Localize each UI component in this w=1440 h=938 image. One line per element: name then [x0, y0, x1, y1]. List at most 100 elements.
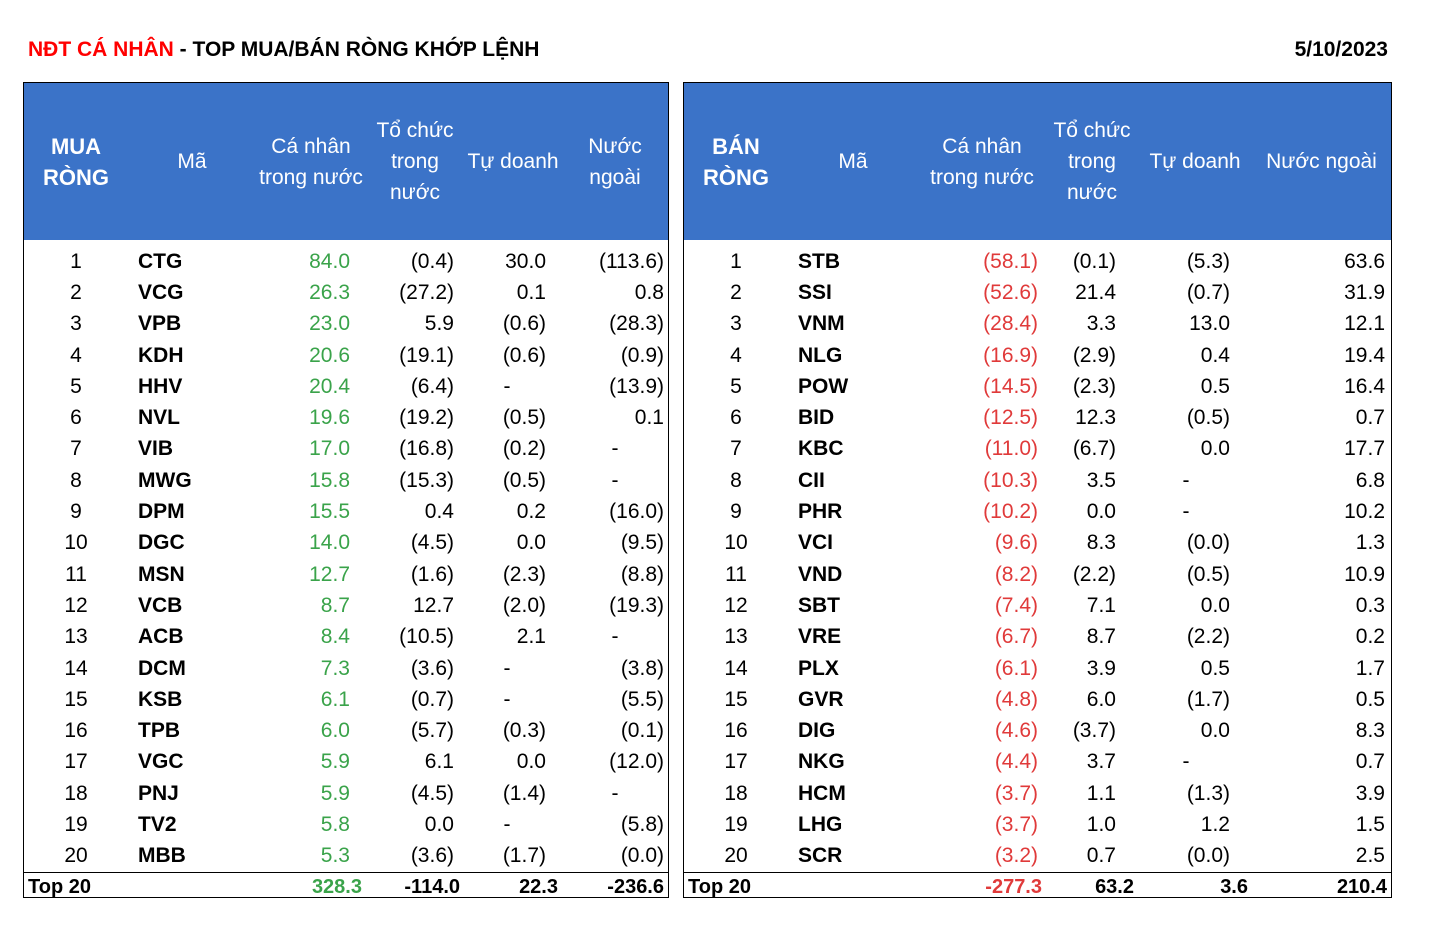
table-row: 15 KSB 6.1 (0.7) - (5.5) [24, 684, 668, 715]
foreign-cell: 19.4 [1344, 343, 1385, 367]
proprietary-cell: - [503, 812, 511, 836]
header-net-sell: BÁN RÒNG [684, 83, 788, 240]
domestic-individual-cell: 8.4 [320, 625, 350, 649]
domestic-institution-cell: (0.7) [410, 687, 454, 711]
table-row: 10 VCI (9.6) 8.3 (0.0) 1.3 [684, 528, 1391, 559]
domestic-institution-cell: (16.8) [399, 437, 454, 461]
domestic-institution-cell: 7.1 [1086, 593, 1116, 617]
proprietary-cell: (0.6) [502, 312, 546, 336]
rank-cell: 13 [64, 625, 88, 649]
stock-code-cell: SCR [798, 844, 843, 868]
rank-cell: 16 [64, 719, 88, 743]
domestic-institution-cell: 3.7 [1086, 750, 1116, 774]
report-date: 5/10/2023 [1294, 38, 1388, 61]
domestic-individual-cell: 6.0 [320, 719, 350, 743]
foreign-cell: 8.3 [1355, 719, 1385, 743]
rank-cell: 17 [724, 750, 748, 774]
rank-cell: 4 [730, 343, 742, 367]
table-row: 15 GVR (4.8) 6.0 (1.7) 0.5 [684, 684, 1391, 715]
foreign-cell: 0.1 [634, 406, 664, 430]
stock-code-cell: GVR [798, 687, 844, 711]
table-row: 17 NKG (4.4) 3.7 - 0.7 [684, 747, 1391, 778]
stock-code-cell: VNM [798, 312, 845, 336]
rank-cell: 7 [70, 437, 82, 461]
domestic-individual-cell: (11.0) [984, 437, 1038, 461]
domestic-individual-cell: (10.3) [983, 468, 1038, 492]
domestic-individual-cell: 17.0 [309, 437, 350, 461]
header-net-buy: MUA RÒNG [24, 83, 128, 240]
domestic-institution-cell: 5.9 [424, 312, 454, 336]
domestic-institution-cell: 8.3 [1086, 531, 1116, 555]
rank-cell: 8 [730, 468, 742, 492]
table-row: 9 PHR (10.2) 0.0 - 10.2 [684, 496, 1391, 527]
foreign-cell: - [611, 625, 619, 649]
domestic-institution-cell: (27.2) [399, 280, 454, 304]
domestic-individual-cell: 14.0 [309, 531, 350, 555]
stock-code-cell: HCM [798, 781, 846, 805]
foreign-cell: 6.8 [1355, 468, 1385, 492]
domestic-institution-cell: 12.7 [413, 593, 454, 617]
rank-cell: 11 [65, 562, 87, 586]
foreign-cell: 0.7 [1355, 406, 1385, 430]
domestic-individual-cell: (3.2) [994, 844, 1038, 868]
domestic-institution-cell: (2.9) [1072, 343, 1116, 367]
rank-cell: 2 [70, 280, 82, 304]
table-row: 18 PNJ 5.9 (4.5) (1.4) - [24, 778, 668, 809]
stock-code-cell: VIB [138, 437, 174, 461]
proprietary-cell: 1.2 [1200, 812, 1230, 836]
foreign-cell: (3.8) [620, 656, 664, 680]
header-proprietary: Tự doanh [464, 83, 562, 240]
rank-cell: 6 [730, 406, 742, 430]
stock-code-cell: TPB [138, 719, 180, 743]
domestic-institution-cell: (4.5) [410, 781, 454, 805]
domestic-individual-cell: 26.3 [309, 280, 350, 304]
rank-cell: 15 [724, 687, 748, 711]
domestic-individual-cell: 5.3 [320, 844, 350, 868]
table-row: 3 VPB 23.0 5.9 (0.6) (28.3) [24, 309, 668, 340]
header-proprietary: Tự doanh [1138, 83, 1252, 240]
stock-code-cell: SBT [798, 593, 840, 617]
domestic-individual-cell: (16.9) [983, 343, 1038, 367]
stock-code-cell: DCM [138, 656, 186, 680]
total-foreign: 210.4 [1252, 871, 1391, 903]
domestic-institution-cell: (19.1) [399, 343, 454, 367]
foreign-cell: 0.5 [1355, 687, 1385, 711]
stock-code-cell: VCB [138, 593, 183, 617]
stock-code-cell: VPB [138, 312, 182, 336]
foreign-cell: 1.7 [1355, 656, 1385, 680]
domestic-individual-cell: 15.5 [309, 500, 350, 524]
rank-cell: 14 [724, 656, 748, 680]
stock-code-cell: ACB [138, 625, 184, 649]
table-row: 16 DIG (4.6) (3.7) 0.0 8.3 [684, 715, 1391, 746]
table-row: 2 SSI (52.6) 21.4 (0.7) 31.9 [684, 277, 1391, 308]
table-row: 20 SCR (3.2) 0.7 (0.0) 2.5 [684, 841, 1391, 873]
rank-cell: 17 [64, 750, 88, 774]
table-row: 8 CII (10.3) 3.5 - 6.8 [684, 465, 1391, 496]
rank-cell: 18 [724, 781, 748, 805]
stock-code-cell: KDH [138, 343, 184, 367]
domestic-institution-cell: (15.3) [399, 468, 454, 492]
rank-cell: 10 [724, 531, 748, 555]
header-code: Mã [788, 83, 918, 240]
table-row: 6 NVL 19.6 (19.2) (0.5) 0.1 [24, 402, 668, 433]
table-row: 5 HHV 20.4 (6.4) - (13.9) [24, 371, 668, 402]
domestic-individual-cell: (4.8) [994, 687, 1038, 711]
proprietary-cell: 0.0 [516, 750, 546, 774]
proprietary-cell: (0.5) [502, 406, 546, 430]
rank-cell: 1 [70, 249, 82, 273]
table-row: 19 TV2 5.8 0.0 - (5.8) [24, 809, 668, 840]
domestic-individual-cell: 15.8 [309, 468, 350, 492]
domestic-individual-cell: (52.6) [983, 280, 1038, 304]
proprietary-cell: 0.5 [1200, 374, 1230, 398]
domestic-institution-cell: (19.2) [399, 406, 454, 430]
total-label: Top 20 [684, 871, 918, 903]
foreign-cell: 16.4 [1344, 374, 1385, 398]
rank-cell: 6 [70, 406, 82, 430]
proprietary-cell: 0.0 [1200, 437, 1230, 461]
proprietary-cell: 0.2 [516, 500, 546, 524]
proprietary-cell: 13.0 [1189, 312, 1230, 336]
stock-code-cell: VGC [138, 750, 184, 774]
rank-cell: 16 [724, 719, 748, 743]
proprietary-cell: (0.7) [1186, 280, 1230, 304]
net-buy-table: MUA RÒNG Mã Cá nhân trong nước Tổ chức t… [24, 83, 668, 903]
